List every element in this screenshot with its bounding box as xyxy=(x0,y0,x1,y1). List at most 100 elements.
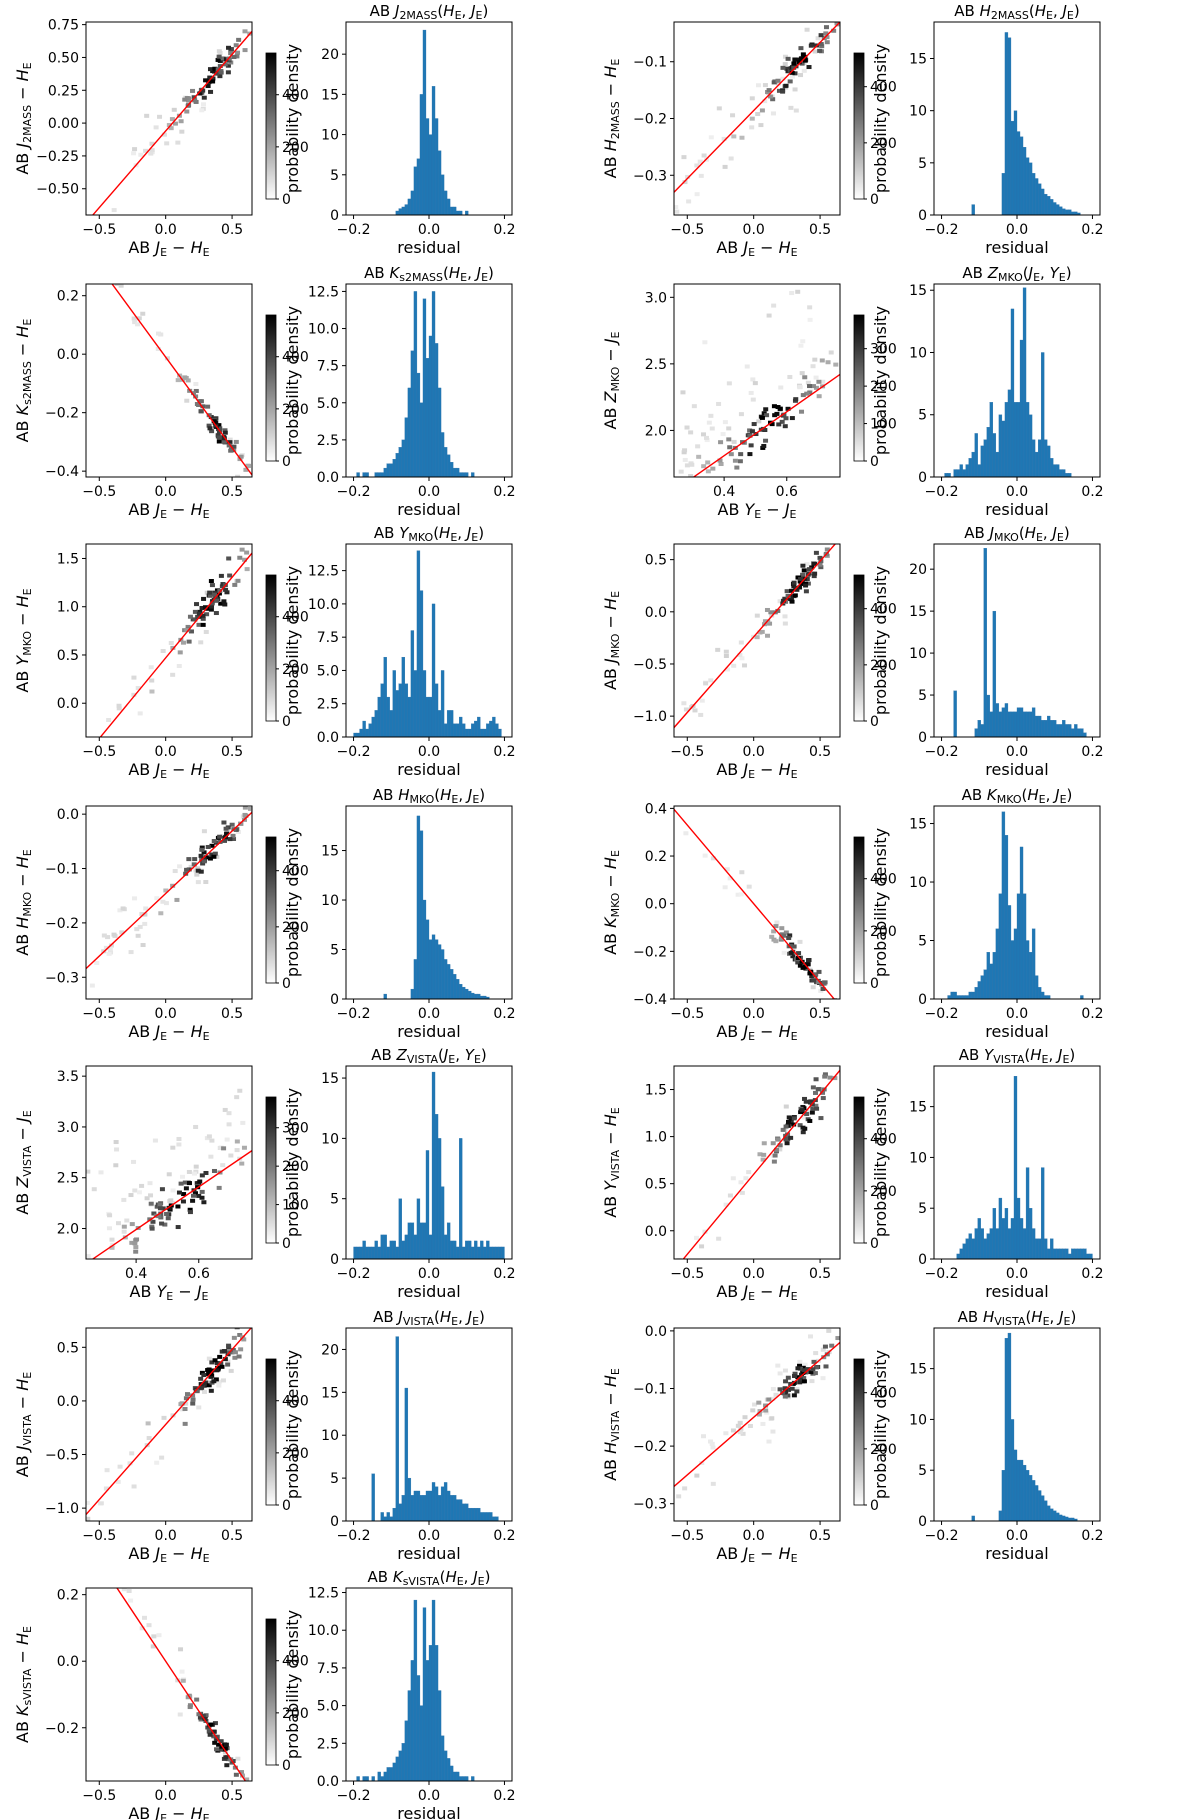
histogram-bar xyxy=(425,1150,430,1260)
hexbin-cell xyxy=(802,58,808,63)
x-tick-label: 0.0 xyxy=(1006,484,1028,500)
histogram-bar xyxy=(998,1197,1003,1260)
hexbin-cell xyxy=(179,129,185,134)
hexbin-cell xyxy=(800,393,806,398)
hexbin-cell xyxy=(264,790,269,794)
hexbin-cell xyxy=(702,1229,708,1234)
histogram-bar xyxy=(440,432,445,478)
y-tick-label: 0.00 xyxy=(48,116,79,132)
histogram-bar xyxy=(962,469,966,478)
hexbin-cell xyxy=(770,1387,776,1392)
hexbin-cell xyxy=(792,1371,798,1376)
hexbin-cell xyxy=(157,1202,163,1207)
histogram-bar xyxy=(386,463,390,478)
hexbin-cell xyxy=(698,173,704,178)
y-tick-label: 10 xyxy=(909,646,927,662)
y-tick-label: −0.25 xyxy=(36,149,79,165)
hexbin-cell xyxy=(198,1376,204,1381)
histogram-bar xyxy=(998,414,1003,478)
y-tick-label: 5 xyxy=(918,1201,927,1217)
y-axis-label: AB H2MASS − HE xyxy=(601,59,622,179)
histogram-bar xyxy=(380,683,384,738)
hexbin-cell xyxy=(762,619,768,624)
y-tick-label: −0.3 xyxy=(633,1497,667,1513)
histogram-bar xyxy=(419,94,424,216)
hexbin-cell xyxy=(149,148,155,153)
histogram-panel: AB JVISTA(HE, JE)−0.2 0.0 0.205101520resid… xyxy=(283,1308,516,1563)
hexbin-cell xyxy=(226,1343,232,1348)
x-tick-label: 0.5 xyxy=(809,222,831,238)
histogram-bar xyxy=(446,1222,451,1260)
y-tick-label: 2.5 xyxy=(645,357,667,373)
x-axis-label: AB JE − HE xyxy=(128,1804,209,1820)
hexbin-cell xyxy=(210,79,216,84)
hexbin-cells xyxy=(111,29,252,213)
hexbin-cell xyxy=(778,385,784,390)
hexbin-cell xyxy=(222,439,228,444)
histogram-bar xyxy=(443,1234,448,1260)
hexbin-cell xyxy=(225,1362,231,1367)
hexbin-cell xyxy=(239,547,245,552)
hexbin-cell xyxy=(783,1104,789,1109)
hexbin-cell xyxy=(797,385,803,390)
y-tick-label: −0.1 xyxy=(633,1381,667,1397)
histogram-bar xyxy=(437,387,442,478)
hexbin-cell xyxy=(169,117,175,122)
hexbin-cell xyxy=(150,1219,156,1224)
histogram-bar xyxy=(1010,711,1015,738)
hexbin-cell xyxy=(800,1365,806,1370)
hexbin-cell xyxy=(738,1180,744,1185)
hexbin-cell xyxy=(142,912,148,917)
hexbin-cell xyxy=(223,1755,229,1760)
chart-title: AB ZVISTA(JE, YE) xyxy=(371,1046,487,1066)
hexbin-cell xyxy=(738,412,744,417)
hexbin-cell xyxy=(208,89,214,94)
histogram-bar xyxy=(1047,196,1051,216)
hexbin-cell xyxy=(169,1200,175,1205)
hexbin-cell xyxy=(152,1138,158,1143)
histogram-bar xyxy=(1040,188,1045,216)
colorbar-tick-label: 0 xyxy=(870,1498,879,1514)
x-tick-label: −0.2 xyxy=(337,222,371,238)
hexbin-cell xyxy=(783,416,789,421)
hexbin-cell xyxy=(247,806,252,811)
hexbin-cell xyxy=(107,946,113,951)
histogram-bar xyxy=(452,723,457,738)
hexbin-cell xyxy=(212,1358,218,1363)
x-tick-label: 0.0 xyxy=(1006,1006,1028,1022)
histogram-bar xyxy=(416,1490,421,1522)
hexbin-cell xyxy=(136,1190,142,1195)
histogram-bar xyxy=(452,974,457,1000)
hexbin-cell xyxy=(194,872,200,877)
hexbin-cell xyxy=(203,880,209,885)
hexbin-cell xyxy=(683,831,689,836)
y-tick-label: 5 xyxy=(330,168,339,184)
x-axis-label: residual xyxy=(397,238,460,257)
hexbin-cell xyxy=(747,452,753,457)
hexbin-cells xyxy=(89,790,269,988)
hexbin-cell xyxy=(827,1075,833,1080)
histogram-bar xyxy=(362,472,366,478)
y-tick-label: 5 xyxy=(918,1463,927,1479)
histogram-bar xyxy=(434,118,439,216)
y-axis-label: AB YMKO − HE xyxy=(13,588,34,692)
hexbin-cell xyxy=(815,1087,821,1092)
histogram-bar xyxy=(392,459,396,478)
y-tick-label: 5 xyxy=(918,688,927,704)
fit-line xyxy=(682,1069,840,1259)
hexbin-cell xyxy=(775,81,781,86)
histogram-bar xyxy=(440,949,445,1000)
x-tick-label: 0.0 xyxy=(155,1528,177,1544)
hexbin-cell xyxy=(791,61,797,66)
hexbin-cell xyxy=(764,607,770,612)
hexbin-cell xyxy=(153,125,159,130)
histogram-bar xyxy=(1044,1500,1048,1522)
hexbin-cell xyxy=(738,892,744,897)
hexbin-cell xyxy=(159,1455,165,1460)
hexbin-cell xyxy=(166,123,172,128)
histogram-bar xyxy=(983,969,987,1000)
hexbin-cell xyxy=(725,667,731,672)
hexbin-cell xyxy=(190,1401,196,1406)
histogram-bar xyxy=(477,716,481,738)
hexbin-cell xyxy=(820,986,826,991)
